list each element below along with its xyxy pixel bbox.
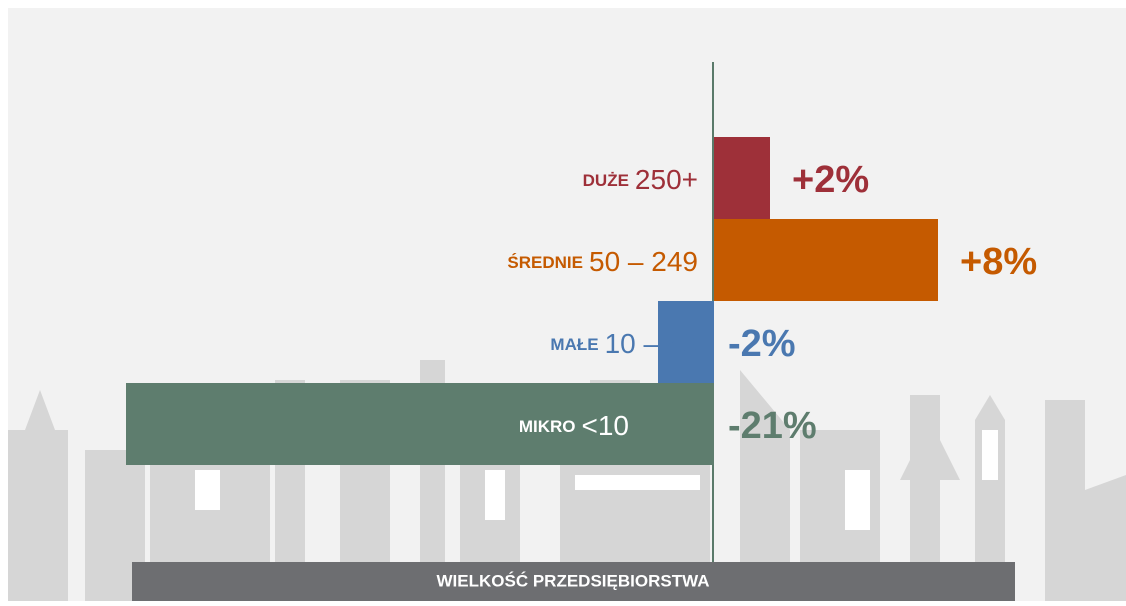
bar (714, 219, 938, 301)
x-axis-label: WIELKOŚĆ PRZEDSIĘBIORSTWA (437, 571, 710, 590)
value-label: -21% (728, 405, 817, 447)
value-label: -2% (728, 323, 796, 365)
bar (714, 137, 770, 219)
chart: WIELKOŚĆ PRZEDSIĘBIORSTWA DUŻE 250+ +2% ŚRE… (0, 0, 1126, 601)
category-range: <10 (582, 410, 630, 441)
category-range: 50 – 249 (589, 246, 698, 277)
category-range: 10 – 49 (605, 328, 698, 359)
category-range: 250+ (635, 164, 698, 195)
category-name: ŚREDNIE (507, 253, 583, 272)
value-label: +2% (792, 159, 869, 201)
category-name: MIKRO (519, 417, 576, 436)
category-name: MAŁE (550, 335, 598, 354)
category-name: DUŻE (583, 171, 629, 190)
value-label: +8% (960, 241, 1037, 283)
